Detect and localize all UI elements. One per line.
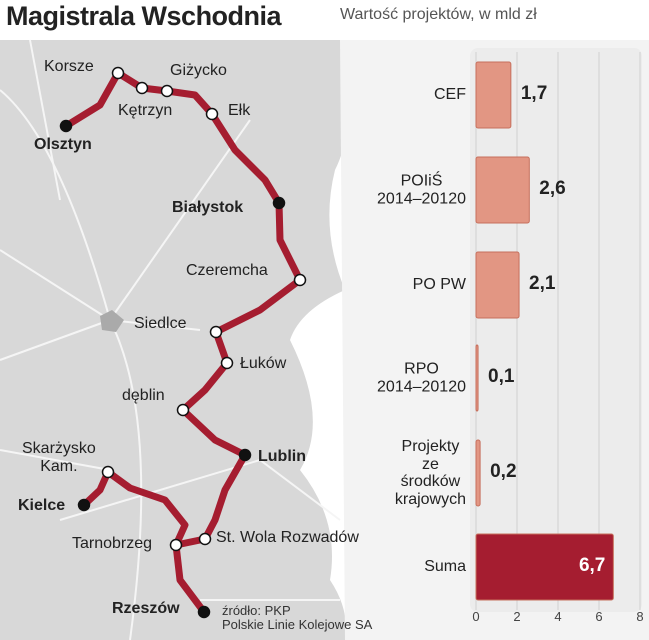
bar (475, 344, 479, 412)
warsaw (100, 310, 124, 332)
city-label: dęblin (122, 387, 165, 404)
category-label: POIiŚ 2014–20120 (377, 172, 466, 207)
city-dot (293, 273, 307, 287)
bar (475, 61, 512, 129)
city-dot (272, 196, 286, 210)
category-label: Suma (424, 558, 466, 576)
bar (475, 533, 614, 601)
value-label: 2,6 (539, 178, 566, 199)
city-label: Białystok (172, 199, 244, 216)
value-label: 0,2 (490, 461, 517, 482)
city-dot (77, 498, 91, 512)
bar (475, 251, 520, 319)
city-dot (220, 356, 234, 370)
category-label: CEF (434, 86, 466, 104)
city-label: Korsze (44, 58, 94, 75)
value-label: 0,1 (488, 366, 515, 387)
city-label: Ełk (228, 102, 251, 119)
chart-panel (470, 48, 642, 612)
city-dot (169, 538, 183, 552)
value-label: 6,7 (578, 555, 606, 576)
land (0, 40, 349, 640)
city-label: Rzeszów (112, 600, 180, 617)
city-label: Olsztyn (34, 136, 92, 153)
x-tick-label: 6 (595, 609, 603, 624)
city-label: Łuków (240, 355, 287, 372)
city-label: St. Wola Rozwadów (216, 529, 359, 546)
city-label: Kielce (18, 497, 66, 514)
city-dot (160, 84, 174, 98)
city-dot (111, 66, 125, 80)
x-tick-label: 8 (636, 609, 644, 624)
city-label: Lublin (258, 448, 306, 465)
category-label: Projekty ze środków krajowych (394, 437, 466, 508)
title: Magistrala Wschodnia (6, 1, 282, 31)
source: źródło: PKP Polskie Linie Kolejowe SA (222, 603, 373, 633)
city-dot (176, 403, 190, 417)
city-dot (101, 465, 115, 479)
subtitle: Wartość projektów, w mld zł (340, 6, 537, 23)
x-tick-label: 2 (513, 609, 521, 624)
category-label: PO PW (412, 276, 466, 294)
city-label: Skarżysko Kam. (22, 440, 96, 475)
x-tick-label: 0 (472, 609, 480, 624)
category-label: RPO 2014–20120 (377, 360, 466, 395)
city-label: Siedlce (134, 315, 187, 332)
city-dot (59, 119, 73, 133)
city-label: Czeremcha (186, 262, 268, 279)
city-label: Giżycko (170, 62, 227, 79)
value-label: 2,1 (529, 273, 556, 294)
city-label: Kętrzyn (118, 102, 173, 119)
city-dot (198, 532, 212, 546)
city-label: Tarnobrzeg (72, 535, 153, 552)
bar (475, 156, 530, 224)
city-dot (205, 107, 219, 121)
bar (475, 439, 481, 507)
city-dot (238, 448, 252, 462)
city-dot (135, 81, 149, 95)
x-tick-label: 4 (554, 609, 562, 624)
value-label: 1,7 (520, 83, 548, 104)
city-dot (197, 605, 211, 619)
city-dot (209, 325, 223, 339)
roads (0, 39, 341, 640)
